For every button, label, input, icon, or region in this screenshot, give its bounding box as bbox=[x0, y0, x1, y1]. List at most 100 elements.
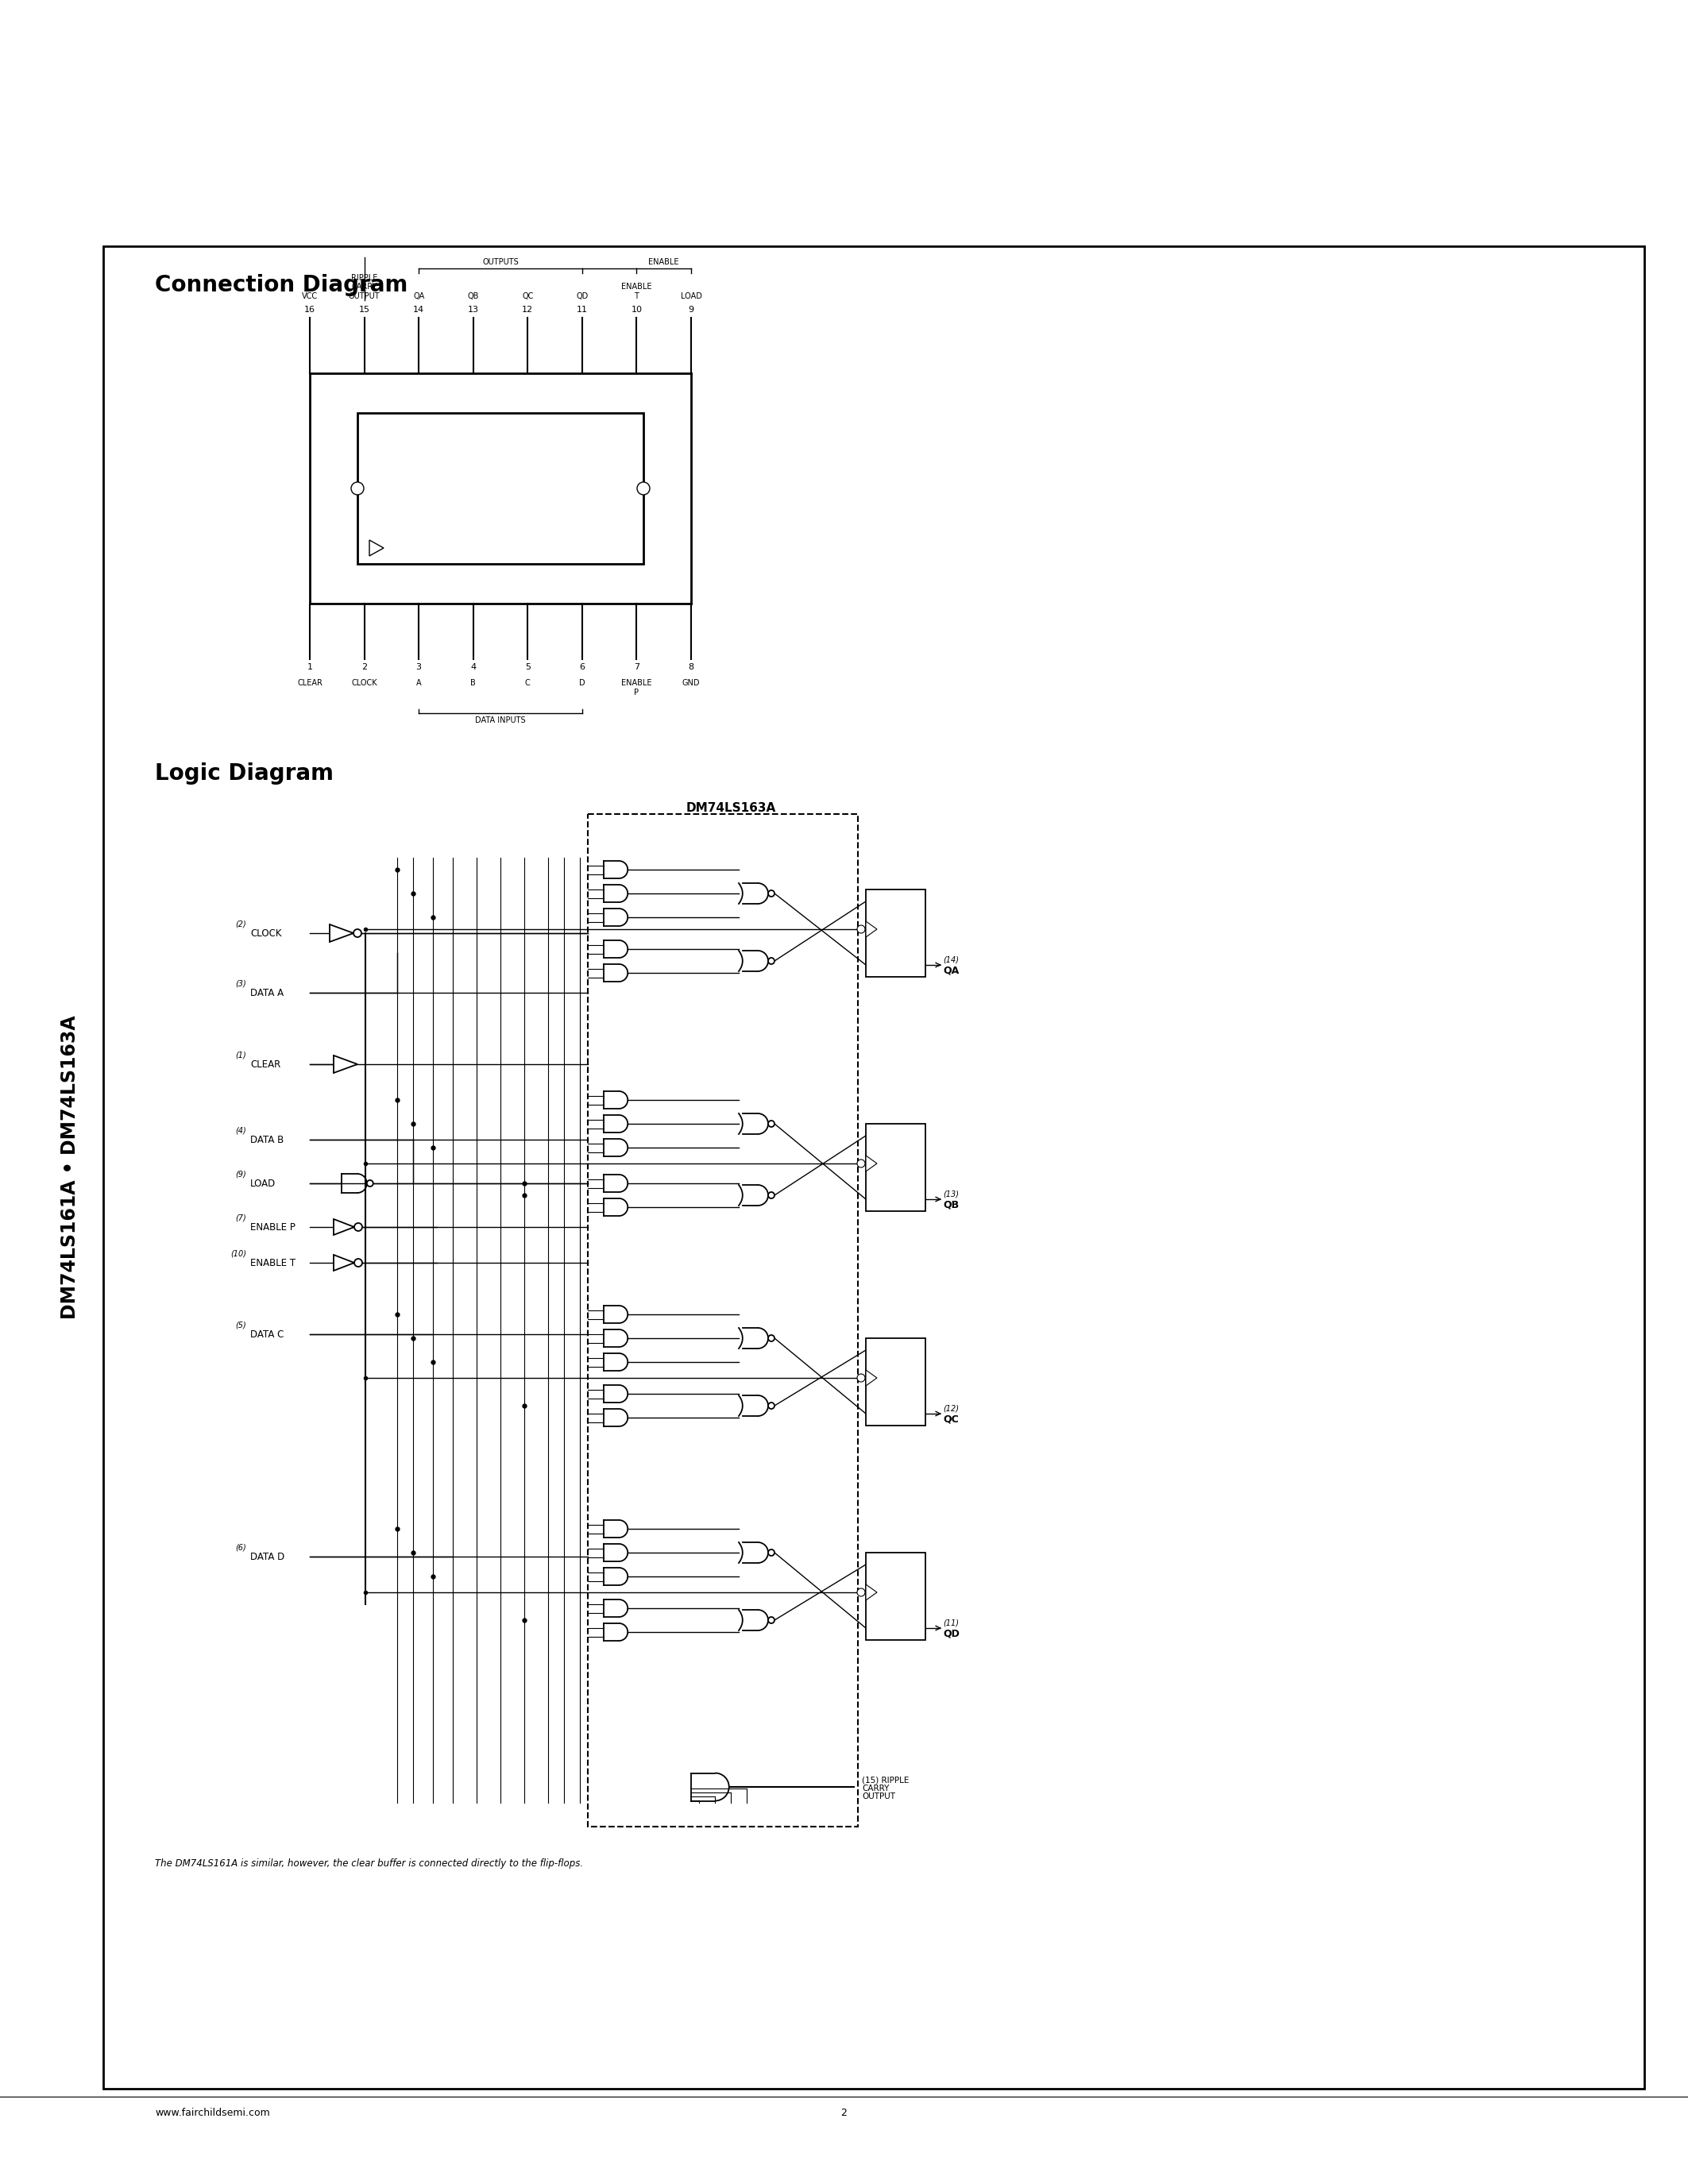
Text: J: J bbox=[869, 1345, 871, 1354]
Text: LOAD: LOAD bbox=[680, 293, 702, 299]
Text: DATA INPUTS: DATA INPUTS bbox=[476, 716, 525, 725]
Text: 11: 11 bbox=[577, 306, 587, 314]
Polygon shape bbox=[334, 1055, 358, 1072]
Circle shape bbox=[354, 1258, 363, 1267]
Text: CLEAR: CLEAR bbox=[297, 679, 322, 688]
Text: DATA D: DATA D bbox=[250, 1551, 285, 1562]
Text: (10): (10) bbox=[230, 1249, 246, 1258]
Text: Q: Q bbox=[915, 1195, 922, 1203]
FancyBboxPatch shape bbox=[866, 1125, 925, 1212]
Text: QA: QA bbox=[944, 965, 959, 976]
Polygon shape bbox=[866, 1369, 878, 1387]
Text: CLOCK: CLOCK bbox=[879, 1372, 903, 1380]
Text: (11): (11) bbox=[944, 1618, 959, 1627]
Circle shape bbox=[768, 959, 775, 963]
Text: 1: 1 bbox=[307, 664, 312, 670]
Circle shape bbox=[768, 1548, 775, 1555]
Text: Logic Diagram: Logic Diagram bbox=[155, 762, 334, 784]
Text: D: D bbox=[579, 679, 586, 688]
Text: Q̅: Q̅ bbox=[915, 1142, 922, 1151]
Text: GND: GND bbox=[682, 679, 701, 688]
Text: DATA B: DATA B bbox=[250, 1133, 284, 1144]
Circle shape bbox=[768, 1616, 775, 1623]
Text: (6): (6) bbox=[235, 1544, 246, 1551]
Text: DATA C: DATA C bbox=[250, 1330, 284, 1339]
Text: Q̅: Q̅ bbox=[915, 1570, 922, 1579]
Text: LOAD: LOAD bbox=[250, 1177, 275, 1188]
Text: 12: 12 bbox=[522, 306, 533, 314]
Text: ENABLE
T: ENABLE T bbox=[621, 284, 652, 299]
Polygon shape bbox=[866, 922, 878, 937]
Text: J: J bbox=[869, 1562, 871, 1568]
Circle shape bbox=[858, 1160, 864, 1168]
Text: QC: QC bbox=[522, 293, 533, 299]
Circle shape bbox=[768, 1120, 775, 1127]
Text: Connection Diagram: Connection Diagram bbox=[155, 273, 408, 297]
Polygon shape bbox=[866, 1583, 878, 1601]
Polygon shape bbox=[370, 539, 383, 557]
Text: CLOCK: CLOCK bbox=[250, 928, 282, 939]
Text: (4): (4) bbox=[235, 1127, 246, 1133]
Text: 13: 13 bbox=[468, 306, 479, 314]
FancyBboxPatch shape bbox=[866, 1339, 925, 1426]
Text: www.fairchildsemi.com: www.fairchildsemi.com bbox=[155, 2108, 270, 2118]
Text: Q̅: Q̅ bbox=[915, 909, 922, 915]
Text: 6: 6 bbox=[579, 664, 586, 670]
Text: (13): (13) bbox=[944, 1190, 959, 1197]
Text: B: B bbox=[471, 679, 476, 688]
Text: 15: 15 bbox=[360, 306, 370, 314]
Text: Q: Q bbox=[915, 1409, 922, 1417]
Text: CLEAR: CLEAR bbox=[250, 1059, 280, 1070]
Polygon shape bbox=[334, 1256, 354, 1271]
Text: CLOCK: CLOCK bbox=[879, 924, 903, 930]
Circle shape bbox=[858, 926, 864, 933]
Text: The DM74LS161A is similar, however, the clear buffer is connected directly to th: The DM74LS161A is similar, however, the … bbox=[155, 1859, 582, 1870]
Text: CARRY: CARRY bbox=[863, 1784, 890, 1793]
Text: CLOCK: CLOCK bbox=[879, 1158, 903, 1164]
FancyBboxPatch shape bbox=[866, 889, 925, 976]
Text: 16: 16 bbox=[304, 306, 316, 314]
Text: 5: 5 bbox=[525, 664, 530, 670]
Text: QB: QB bbox=[468, 293, 479, 299]
Text: CLOCK: CLOCK bbox=[879, 1588, 903, 1594]
Text: 3: 3 bbox=[415, 664, 422, 670]
Text: 9: 9 bbox=[689, 306, 694, 314]
Circle shape bbox=[366, 1179, 373, 1186]
Circle shape bbox=[351, 483, 365, 496]
Text: J: J bbox=[869, 1131, 871, 1140]
Text: ENABLE T: ENABLE T bbox=[250, 1258, 295, 1269]
Polygon shape bbox=[334, 1219, 354, 1234]
Text: (9): (9) bbox=[235, 1171, 246, 1177]
FancyBboxPatch shape bbox=[358, 413, 643, 563]
Text: 2: 2 bbox=[361, 664, 366, 670]
Circle shape bbox=[768, 1192, 775, 1199]
Text: (12): (12) bbox=[944, 1404, 959, 1413]
Text: Q̅: Q̅ bbox=[915, 1356, 922, 1365]
Text: Q: Q bbox=[915, 961, 922, 970]
Circle shape bbox=[636, 483, 650, 496]
Circle shape bbox=[768, 891, 775, 898]
Text: (5): (5) bbox=[235, 1321, 246, 1328]
Text: 14: 14 bbox=[414, 306, 424, 314]
Text: ENABLE: ENABLE bbox=[648, 258, 679, 266]
Text: 4: 4 bbox=[471, 664, 476, 670]
Text: (1): (1) bbox=[235, 1051, 246, 1059]
Text: (15) RIPPLE: (15) RIPPLE bbox=[863, 1776, 910, 1784]
Text: OUTPUT: OUTPUT bbox=[863, 1793, 895, 1800]
Text: CLOCK: CLOCK bbox=[351, 679, 376, 688]
Text: OUTPUTS: OUTPUTS bbox=[483, 258, 518, 266]
Text: 10: 10 bbox=[631, 306, 641, 314]
Text: ENABLE
P: ENABLE P bbox=[621, 679, 652, 697]
FancyBboxPatch shape bbox=[587, 815, 858, 1826]
Circle shape bbox=[354, 1223, 363, 1232]
Text: K: K bbox=[869, 1195, 874, 1203]
Text: 8: 8 bbox=[689, 664, 694, 670]
Text: (3): (3) bbox=[235, 978, 246, 987]
Text: QD: QD bbox=[576, 293, 587, 299]
Text: QB: QB bbox=[944, 1199, 959, 1210]
Text: DATA A: DATA A bbox=[250, 987, 284, 998]
Text: J: J bbox=[869, 898, 871, 906]
Text: (2): (2) bbox=[235, 919, 246, 928]
Text: QC: QC bbox=[944, 1413, 959, 1424]
Text: ENABLE P: ENABLE P bbox=[250, 1221, 295, 1232]
